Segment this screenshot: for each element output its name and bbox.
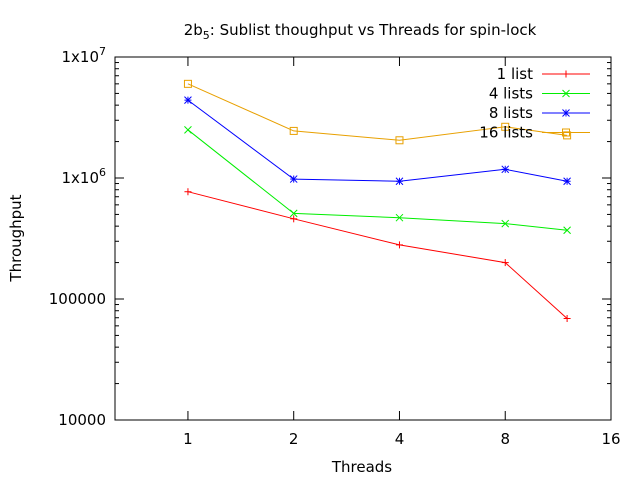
chart-title: 2b5: Sublist thoughput vs Threads for sp…	[184, 21, 537, 42]
legend-swatch-marker	[562, 89, 570, 98]
x-tick-label: 8	[500, 430, 510, 448]
y-tick-label: 10000	[58, 411, 106, 429]
y-tick-label: 1x106	[61, 166, 106, 187]
y-tick-label-base: 10000	[58, 411, 106, 429]
data-point	[563, 314, 571, 322]
x-axis: 1 2 4 8 16	[183, 57, 621, 448]
series-line	[187, 83, 568, 141]
data-point	[289, 126, 298, 135]
y-tick-label-base: 1x10	[61, 169, 99, 187]
series-8-lists	[184, 96, 571, 186]
data-point	[563, 177, 571, 186]
data-point	[289, 209, 298, 218]
x-tick-label: 2	[289, 430, 299, 448]
data-point	[183, 79, 192, 88]
series-16-lists	[183, 79, 572, 145]
data-point	[395, 241, 403, 249]
y-tick-label-base: 100000	[49, 290, 106, 308]
legend-label: 4 lists	[489, 85, 533, 103]
legend-entry: 4 lists	[489, 85, 590, 103]
chart-title-main: 2b	[184, 21, 203, 39]
chart-title-rest: : Sublist thoughput vs Threads for spin-…	[210, 21, 537, 39]
data-point	[501, 165, 510, 174]
data-point	[184, 96, 192, 104]
data-point	[184, 188, 192, 196]
y-tick-label: 1x107	[61, 45, 106, 66]
plot-border	[114, 56, 612, 421]
chart-title-text: 2b5: Sublist thoughput vs Threads for sp…	[184, 21, 537, 42]
data-point	[184, 125, 192, 134]
series-1-list	[184, 188, 571, 322]
data-point	[501, 122, 510, 131]
legend-entry: 1 list	[497, 65, 590, 83]
data-point	[290, 215, 298, 223]
data-point	[501, 259, 509, 267]
x-tick-label: 16	[601, 430, 620, 448]
data-point	[563, 131, 572, 140]
legend-label: 1 list	[497, 65, 533, 83]
legend-swatch-marker	[562, 128, 570, 137]
x-tick-label: 4	[395, 430, 405, 448]
legend-entry: 16 lists	[479, 124, 590, 142]
x-tick-label: 1	[183, 430, 193, 448]
y-tick-label-exponent: 7	[99, 45, 106, 58]
legend-label: 8 lists	[489, 104, 533, 122]
data-point	[395, 136, 404, 145]
x-axis-title: Threads	[331, 458, 392, 476]
y-tick-label: 100000	[49, 290, 106, 308]
legend-swatch-marker	[562, 109, 570, 117]
legend-swatch-marker	[562, 70, 570, 78]
data-point	[501, 219, 510, 228]
legend-entry: 8 lists	[489, 104, 590, 122]
series-4-lists	[184, 125, 571, 235]
series-line	[187, 129, 568, 231]
y-tick-label-exponent: 6	[99, 166, 106, 179]
data-point	[289, 175, 298, 183]
data-point	[395, 177, 404, 186]
series-line	[187, 191, 568, 319]
y-tick-label-base: 1x10	[61, 48, 99, 66]
chart-title-subscript: 5	[203, 29, 210, 42]
plot-frame	[114, 56, 612, 421]
y-axis-title: Throughput	[7, 194, 25, 282]
data-point	[395, 213, 404, 222]
legend-label: 16 lists	[479, 124, 533, 142]
series-layer	[183, 79, 572, 322]
data-point	[563, 226, 571, 235]
